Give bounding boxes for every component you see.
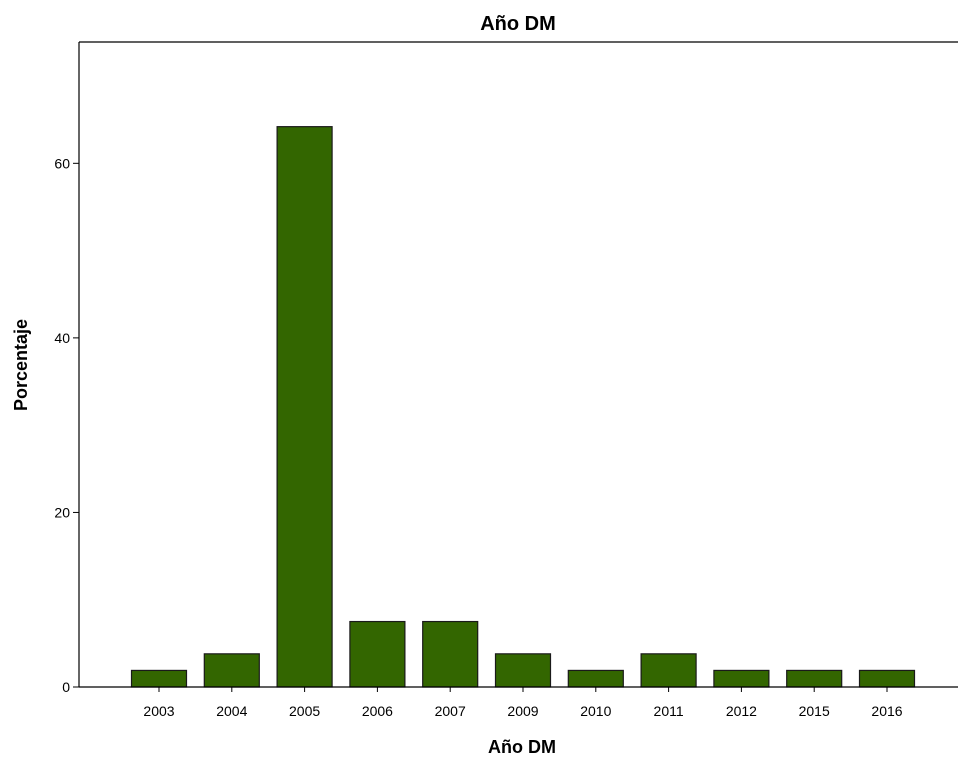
x-axis-ticks: 2003 2004 2005 2006 2007 2009 2010 2011 2012 2015… [143,687,903,719]
x-tick-label: 2015 [799,703,830,719]
bar-2003 [130,669,188,688]
y-tick-label: 20 [54,504,70,520]
x-tick-label: 2003 [143,703,174,719]
x-tick-label: 2005 [289,703,320,719]
y-tick-label: 40 [54,330,70,346]
bar-2007 [422,620,479,688]
bar-2016 [858,669,916,688]
bar-2012 [713,669,770,688]
x-tick-label: 2009 [507,703,538,719]
y-tick-label: 0 [62,679,70,695]
x-tick-label: 2004 [216,703,247,719]
bar-2011 [640,653,697,688]
x-tick-label: 2012 [726,703,757,719]
x-axis-label: Año DM [488,737,556,757]
chart-title: Año DM [480,13,556,35]
x-tick-label: 2006 [362,703,393,719]
bars-group [130,126,916,688]
bar-2015 [786,669,843,688]
bar-2005 [276,126,333,688]
x-tick-label: 2007 [435,703,466,719]
bar-2010 [567,669,624,688]
y-tick-label: 60 [54,155,70,171]
bar-2006 [349,620,406,688]
bar-2009 [494,653,552,688]
x-tick-label: 2011 [654,703,684,719]
y-axis-ticks: 0 20 40 60 [54,155,79,695]
y-axis-label: Porcentaje [11,319,31,411]
x-tick-label: 2010 [580,703,611,719]
x-tick-label: 2016 [871,703,902,719]
bar-2004 [203,653,260,688]
